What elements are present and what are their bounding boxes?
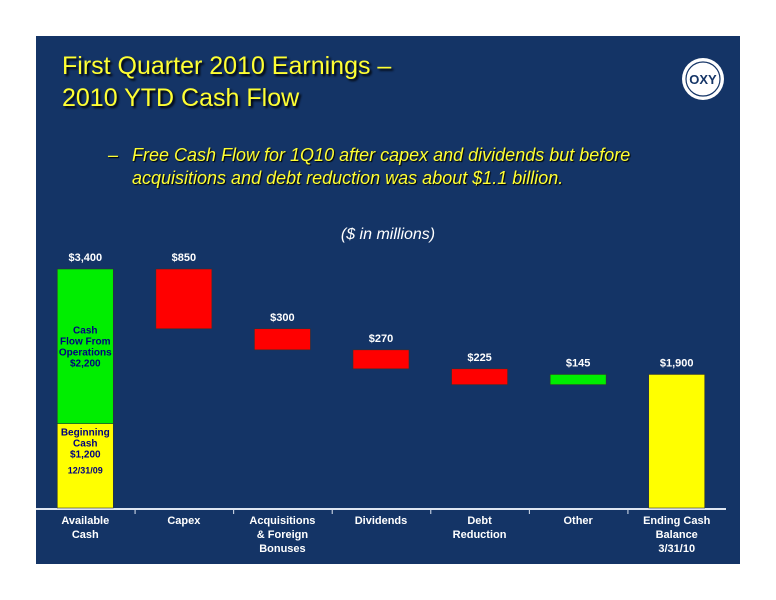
category-label-2-0: Acquisitions: [249, 515, 315, 527]
bar-1-segment-0: [155, 268, 213, 330]
oxy-logo-icon: OXY: [682, 58, 724, 100]
x-tick-2: [233, 508, 235, 514]
value-label-4: $225: [467, 352, 491, 364]
x-tick-4: [430, 508, 432, 514]
x-tick-5: [528, 508, 530, 514]
segment-sublabel-0-0: 12/31/09: [68, 466, 103, 476]
slide: First Quarter 2010 Earnings – 2010 YTD C…: [36, 36, 740, 564]
bar-5-segment-0: [549, 374, 607, 385]
category-label-4-0: Debt: [467, 515, 492, 527]
category-label-2-2: Bonuses: [259, 543, 305, 555]
category-label-4-1: Reduction: [453, 529, 507, 541]
segment-label-0-0-0: Beginning: [61, 428, 110, 439]
x-tick-3: [331, 508, 333, 514]
category-label-0-1: Cash: [72, 529, 99, 541]
bullet-text: Free Cash Flow for 1Q10 after capex and …: [132, 145, 631, 188]
logo-text: OXY: [689, 72, 717, 87]
category-label-6-0: Ending Cash: [643, 515, 711, 527]
bar-6-segment-0: [648, 374, 706, 509]
category-label-1-0: Capex: [167, 515, 201, 527]
x-tick-1: [134, 508, 136, 514]
segment-label-0-1-0: Cash: [73, 325, 97, 336]
bar-0-segment-1: [56, 268, 114, 424]
slide-title: First Quarter 2010 Earnings – 2010 YTD C…: [62, 50, 391, 114]
category-label-6-2: 3/31/10: [658, 543, 695, 555]
segment-label-0-0-1: Cash: [73, 439, 97, 450]
segment-label-0-1-1: Flow From: [60, 336, 111, 347]
x-axis-line: [36, 508, 726, 510]
segment-label-0-1-3: $2,200: [70, 358, 101, 369]
category-label-2-1: & Foreign: [257, 529, 309, 541]
title-line-1: First Quarter 2010 Earnings –: [62, 52, 392, 80]
category-label-6-1: Balance: [656, 529, 698, 541]
segment-label-0-1-2: Operations: [59, 347, 112, 358]
value-label-1: $850: [172, 252, 196, 264]
value-label-3: $270: [369, 333, 393, 345]
value-label-5: $145: [566, 357, 590, 369]
x-axis-band: [36, 510, 740, 564]
bar-2-segment-0: [254, 328, 311, 351]
category-label-0-0: Available: [61, 515, 109, 527]
title-line-2: 2010 YTD Cash Flow: [62, 84, 300, 112]
units-label: ($ in millions): [340, 226, 436, 243]
value-label-2: $300: [270, 312, 294, 324]
x-tick-6: [627, 508, 629, 514]
bar-3-segment-0: [352, 349, 410, 370]
category-label-3-0: Dividends: [355, 515, 408, 527]
segment-label-0-0-2: $1,200: [70, 450, 101, 461]
value-label-0: $3,400: [68, 252, 102, 264]
bar-4-segment-0: [451, 368, 508, 385]
value-label-6: $1,900: [660, 357, 694, 369]
category-label-5-0: Other: [563, 515, 593, 527]
bullet-dash: –: [108, 145, 119, 165]
